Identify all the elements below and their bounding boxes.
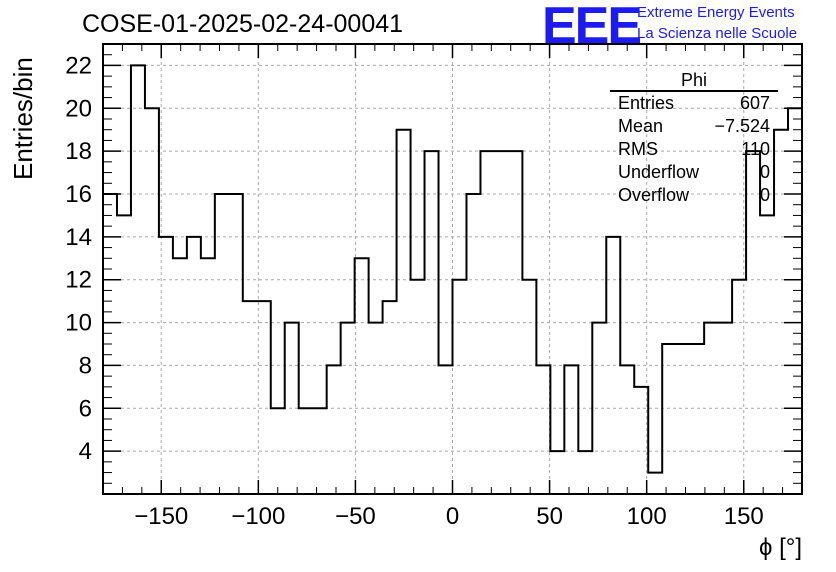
stat-value: 110 xyxy=(741,139,770,159)
y-tick-label: 22 xyxy=(65,52,92,79)
y-tick-label: 6 xyxy=(79,395,92,422)
x-tick-label: −100 xyxy=(231,503,285,530)
stat-value: 0 xyxy=(759,162,770,182)
y-tick-label: 18 xyxy=(65,138,92,165)
y-tick-label: 10 xyxy=(65,310,92,337)
histogram-series xyxy=(103,64,802,474)
logo-line-2: La Scienza nelle Scuole xyxy=(637,25,798,42)
stat-row-rms: RMS 110 xyxy=(610,138,778,161)
y-tick-label: 4 xyxy=(79,438,92,465)
x-tick-label: −150 xyxy=(134,503,188,530)
y-tick-label: 12 xyxy=(65,267,92,294)
x-tick-label: 150 xyxy=(724,503,764,530)
stat-label: Underflow xyxy=(618,162,700,182)
stat-row-underflow: Underflow 0 xyxy=(610,161,778,184)
x-tick-label: 0 xyxy=(446,503,459,530)
stats-title: Phi xyxy=(610,70,778,92)
axis-ticks: −150 −100 −50 0 50 100 150 4 6 8 10 12 14 16 18 20 22 xyxy=(65,43,802,530)
stat-row-mean: Mean −7.524 xyxy=(610,115,778,138)
x-tick-label: −50 xyxy=(335,503,376,530)
x-tick-label: 100 xyxy=(627,503,667,530)
y-tick-label: 14 xyxy=(65,224,92,251)
stats-box: Phi Entries 607 Mean −7.524 RMS 110 Unde… xyxy=(610,70,778,207)
grid-lines xyxy=(103,44,802,494)
y-tick-label: 16 xyxy=(65,181,92,208)
stat-label: Overflow xyxy=(618,185,690,205)
stat-row-entries: Entries 607 xyxy=(610,92,778,115)
eee-logo: EEE xyxy=(542,0,642,55)
stat-label: RMS xyxy=(618,139,658,159)
x-axis-label: ϕ [°] xyxy=(758,534,802,561)
stat-value: 0 xyxy=(759,185,770,205)
y-tick-label: 8 xyxy=(79,352,92,379)
stat-value: −7.524 xyxy=(714,116,770,136)
y-axis-label: Entries/bin xyxy=(8,57,38,180)
y-tick-label: 20 xyxy=(65,95,92,122)
logo-line-1: Extreme Energy Events xyxy=(637,4,795,21)
stat-value: 607 xyxy=(739,93,770,113)
stat-row-overflow: Overflow 0 xyxy=(610,184,778,207)
stat-label: Entries xyxy=(618,93,675,113)
chart-title: COSE-01-2025-02-24-00041 xyxy=(82,10,404,38)
x-tick-label: 50 xyxy=(536,503,563,530)
stat-label: Mean xyxy=(618,116,664,136)
